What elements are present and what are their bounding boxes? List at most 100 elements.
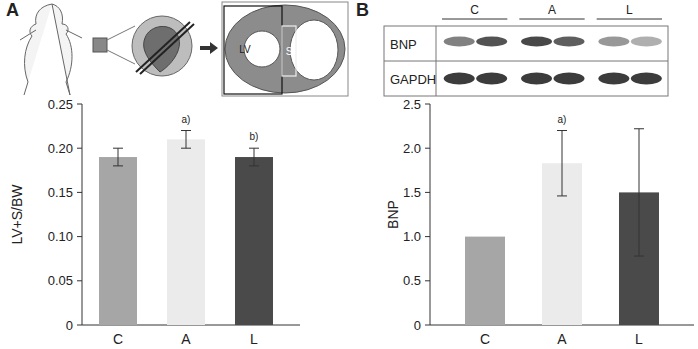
- y-tick: [425, 236, 430, 237]
- error-stem: [186, 131, 187, 149]
- error-cap: [249, 165, 259, 166]
- annotation: b): [250, 131, 259, 142]
- band: [476, 73, 507, 85]
- x-tick-label: A: [181, 331, 191, 347]
- annotation: a): [558, 114, 567, 125]
- panel: B BNP 0 0.5 1.0 1.5 2.0 2.5 C A La) C A L BNP GAPDH: [356, 0, 694, 347]
- bar: [167, 139, 205, 325]
- error-cap: [557, 195, 567, 196]
- diagram-label: S: [286, 46, 293, 57]
- y-tick-label: 0.15: [48, 185, 73, 200]
- error-cap: [634, 128, 644, 129]
- y-tick: [77, 104, 82, 105]
- error-cap: [634, 256, 644, 257]
- y-tick-label: 0: [414, 318, 421, 333]
- error-cap: [181, 130, 191, 131]
- y-tick: [425, 148, 430, 149]
- band: [554, 73, 585, 85]
- y-tick-label: 2.5: [403, 97, 421, 112]
- bar: [99, 157, 137, 325]
- lane-underline: [442, 19, 507, 20]
- y-tick-label: 1.5: [403, 185, 421, 200]
- y-tick-label: 0.05: [48, 273, 73, 288]
- x-tick-label: L: [635, 331, 643, 347]
- y-axis-label: BNP: [385, 200, 401, 229]
- y-tick: [77, 280, 82, 281]
- band: [631, 73, 662, 85]
- x-tick-label: L: [250, 331, 258, 347]
- band: [444, 37, 475, 47]
- y-axis-label: LV+S/BW: [9, 184, 25, 245]
- panel: ALV+S/BW00.050.100.150.200.25CALa)b)LVS: [6, 0, 348, 347]
- lane-label: A: [548, 3, 556, 17]
- error-stem: [118, 148, 119, 166]
- error-bar: [634, 129, 644, 256]
- plot-marks: [465, 129, 659, 325]
- lane-label: L: [626, 3, 633, 17]
- band: [444, 73, 475, 85]
- y-tick: [425, 192, 430, 193]
- zoom-line: [107, 26, 135, 40]
- y-tick: [425, 280, 430, 281]
- band: [598, 37, 629, 47]
- cut-line: [140, 24, 194, 74]
- y-tick-label: 0.5: [403, 273, 421, 288]
- y-tick-label: 1.0: [403, 229, 421, 244]
- x-tick-label: C: [480, 331, 490, 347]
- blot-row-label: GAPDH: [390, 72, 436, 87]
- band: [631, 37, 662, 47]
- plot-marks: [99, 131, 273, 325]
- panel-title: B: [356, 0, 369, 20]
- band: [521, 73, 552, 85]
- lane-underline: [597, 19, 662, 20]
- mouse-limb: [20, 30, 82, 40]
- error-bar: [181, 131, 191, 149]
- error-stem: [639, 129, 640, 256]
- western-blot: C A L BNP GAPDH: [384, 3, 668, 96]
- heart-spot: [93, 38, 107, 52]
- y-tick: [77, 325, 82, 326]
- error-cap: [249, 148, 259, 149]
- lane-underline: [519, 19, 584, 20]
- y-tick-label: 0.25: [48, 97, 73, 112]
- y-tick: [77, 148, 82, 149]
- y-axis-line: [430, 104, 431, 325]
- diagram-label: LV: [239, 44, 251, 55]
- y-tick: [77, 192, 82, 193]
- x-tick-label: C: [113, 331, 123, 347]
- error-stem: [254, 148, 255, 166]
- y-tick: [425, 104, 430, 105]
- error-bar: [557, 131, 567, 196]
- lv-box: [224, 6, 282, 94]
- section: [225, 5, 345, 93]
- error-cap: [113, 148, 123, 149]
- blot-row-label: BNP: [390, 37, 417, 52]
- lane-label: C: [470, 3, 479, 17]
- error-stem: [562, 131, 563, 196]
- band: [598, 73, 629, 85]
- y-tick: [77, 236, 82, 237]
- error-cap: [181, 148, 191, 149]
- band: [521, 37, 552, 47]
- error-cap: [557, 130, 567, 131]
- bar: [235, 157, 273, 325]
- annotation: a): [182, 114, 191, 125]
- y-tick-label: 0.10: [48, 229, 73, 244]
- y-axis-line: [82, 104, 83, 325]
- band: [476, 37, 507, 47]
- zoom-circle: [132, 16, 192, 76]
- y-tick: [425, 325, 430, 326]
- bar: [465, 237, 505, 325]
- error-cap: [113, 165, 123, 166]
- panel-title: A: [6, 0, 19, 20]
- y-tick-label: 2.0: [403, 141, 421, 156]
- y-tick-label: 0.20: [48, 141, 73, 156]
- error-bar: [113, 148, 123, 166]
- figure: A LV+S/BW 0 0.05 0.10 0.15 0.20 0.25 C A La) b) LV S B…: [0, 0, 698, 349]
- cut-line: [136, 22, 190, 72]
- zoom-line: [107, 50, 135, 64]
- band: [554, 37, 585, 47]
- mouse: [24, 4, 72, 95]
- blot-frame: [384, 26, 668, 96]
- heart-diagram: LV S: [20, 2, 348, 96]
